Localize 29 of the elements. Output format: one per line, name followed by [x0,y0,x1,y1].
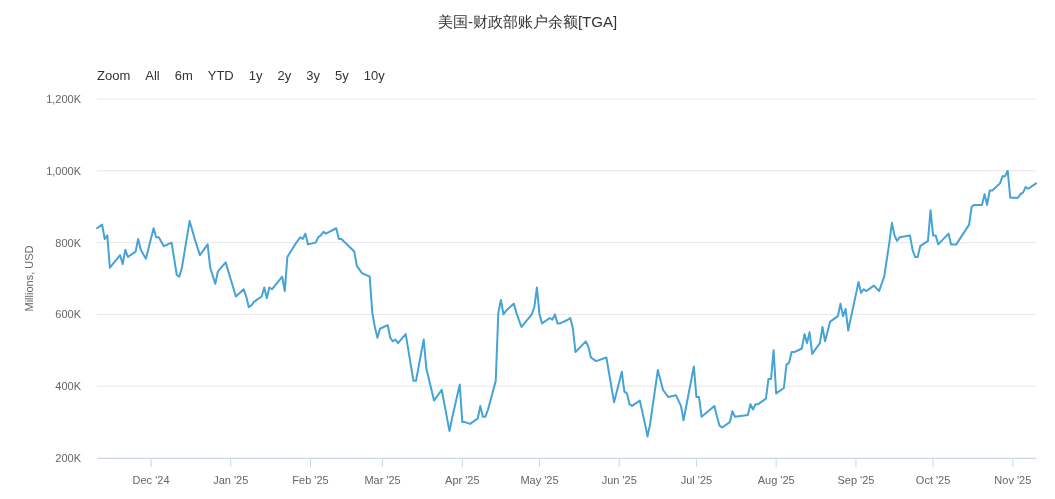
y-tick-label: 1,200K [46,93,81,105]
x-tick-label: May '25 [520,474,559,486]
y-tick-label: 800K [55,236,81,249]
x-tick-label: Aug '25 [757,474,795,486]
y-tick-label: 600K [55,308,81,321]
x-tick-label: Jul '25 [680,474,713,486]
y-axis-title: Millions, USD [23,245,35,312]
x-tick-label: Nov '25 [994,474,1032,486]
annotation: 6m [174,68,193,83]
annotation: 1y [248,68,263,83]
x-tick-label: Mar '25 [364,474,401,486]
title: 美国-财政部账户余额[TGA] [437,13,618,30]
annotation: All [145,68,160,83]
x-tick-label: Apr '25 [445,474,480,486]
x-tick-label: Feb '25 [292,474,329,486]
annotation: YTD [207,68,234,83]
x-tick-label: Jan '25 [213,474,249,486]
annotation: 3y [306,68,320,83]
x-tick-label: Dec '24 [132,474,170,486]
annotation: 5y [334,68,349,83]
x-tick-label: Oct '25 [915,474,951,486]
annotation: 2y [277,68,292,83]
annotation: 10y [363,68,385,83]
x-tick-label: Sep '25 [837,474,875,486]
y-tick-label: 200K [55,452,81,464]
x-tick-label: Jun '25 [601,474,637,486]
y-tick-label: 1,000K [46,164,81,177]
y-tick-label: 400K [55,380,81,393]
annotation: Zoom [97,68,131,83]
